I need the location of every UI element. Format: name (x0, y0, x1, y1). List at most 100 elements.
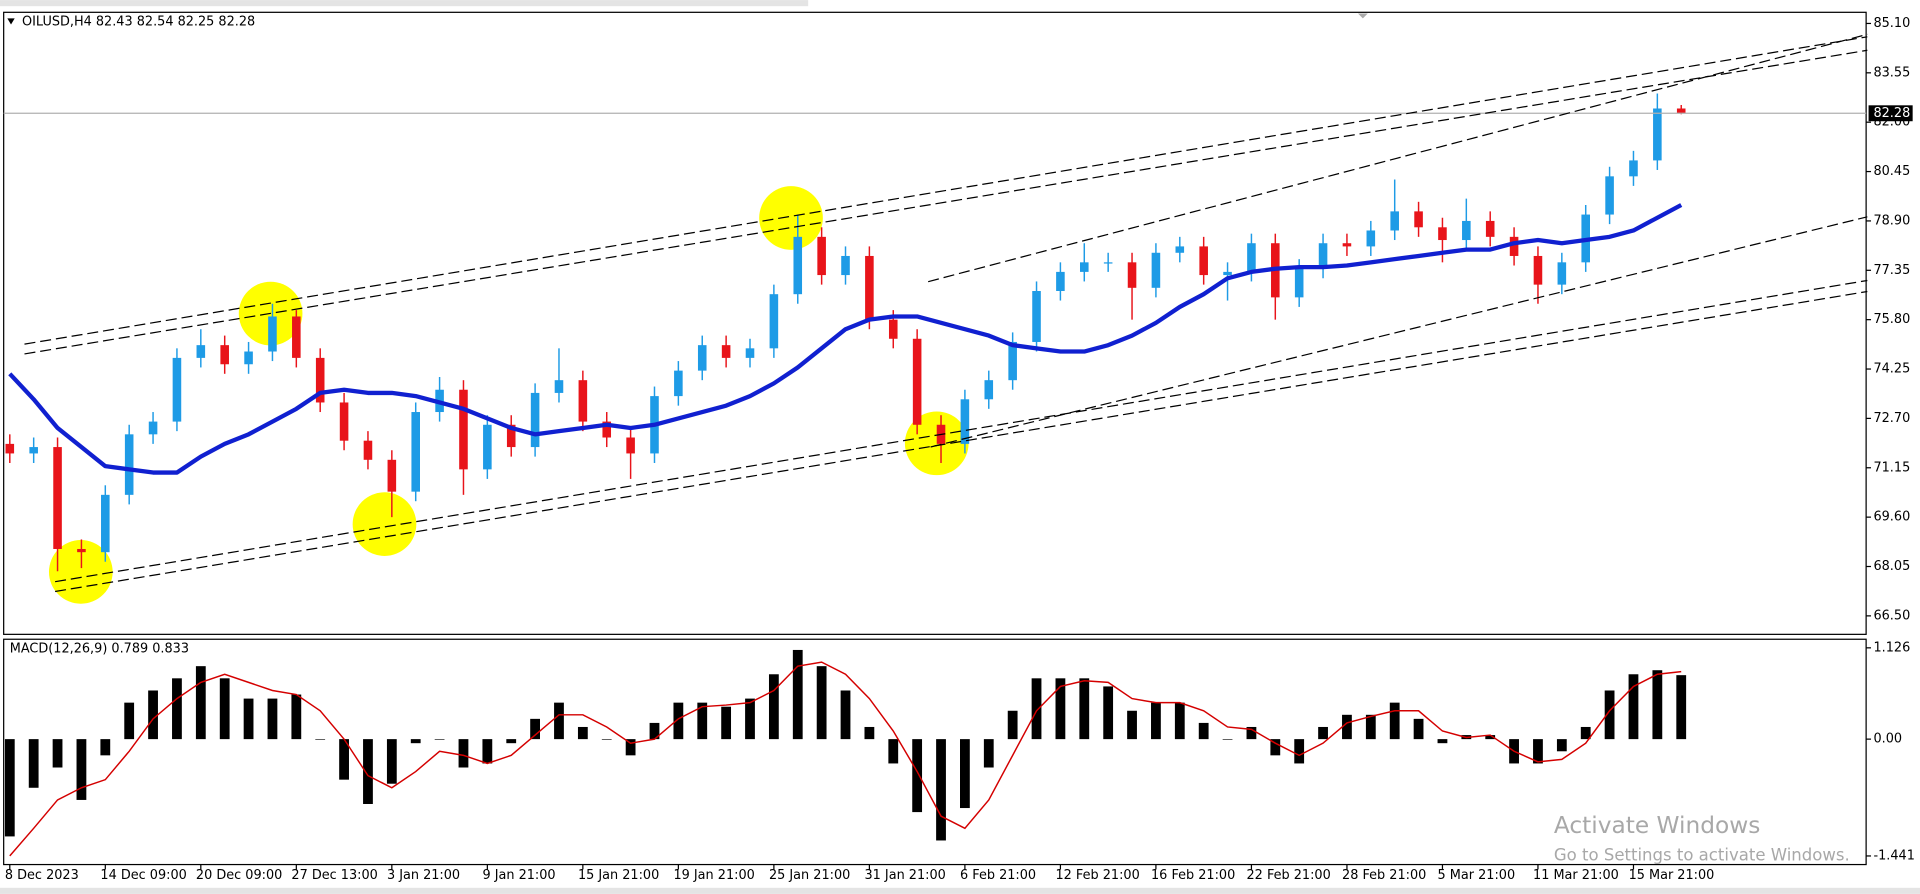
y-tick-label: 85.10 (1873, 16, 1910, 31)
price-pane-frame (3, 11, 1867, 635)
candle-body (674, 370, 683, 397)
y-tick-label: 80.45 (1873, 164, 1910, 179)
macd-bar (243, 698, 254, 740)
macd-bar (219, 678, 230, 740)
candle-body (292, 316, 301, 358)
candle-body (1462, 220, 1471, 241)
macd-bar (1270, 739, 1281, 756)
candle-body (1390, 211, 1399, 231)
candle-body (315, 357, 325, 403)
watermark-title: Activate Windows (1554, 812, 1760, 839)
macd-bar (1580, 726, 1591, 740)
candle-body (769, 294, 779, 349)
trend-line (928, 33, 1868, 283)
candle-body (888, 319, 898, 339)
candle-body (1438, 227, 1447, 241)
macd-bar (768, 674, 779, 740)
x-tick-label: 8 Dec 2023 (5, 868, 79, 883)
candle-body (1008, 341, 1017, 381)
macd-bar (124, 702, 135, 740)
candle-body (1080, 262, 1089, 272)
macd-bar (363, 739, 373, 804)
highlights (48, 186, 969, 604)
candle-body (1223, 271, 1232, 276)
candle-body (1342, 243, 1352, 247)
candle-body (220, 345, 229, 365)
macd-bar (1079, 678, 1090, 740)
candle-body (721, 345, 731, 358)
macd-bar (625, 739, 636, 756)
candle-body (1366, 230, 1376, 247)
bottom-strip (0, 887, 1920, 894)
y-tick-label: 83.55 (1873, 65, 1910, 80)
macd-bar (100, 739, 111, 756)
macd-bar (577, 726, 588, 740)
macd-title: MACD(12,26,9) 0.789 0.833 (10, 642, 189, 657)
macd-bar (1151, 702, 1161, 740)
macd-bar (864, 726, 875, 740)
highlight-circle (48, 540, 113, 604)
tab-strip (0, 0, 809, 7)
candle-body (483, 424, 492, 470)
y-tick-label: 71.15 (1873, 460, 1910, 475)
macd-bar (1174, 702, 1185, 740)
highlight-circle (352, 492, 417, 556)
candle-body (817, 236, 826, 276)
candle-body (530, 392, 540, 448)
candle-body (459, 389, 468, 470)
y-tick-label: 66.50 (1873, 608, 1910, 623)
macd-bar (745, 698, 755, 740)
macd-bar (267, 698, 278, 740)
chart-title: OILUSD,H4 82.43 82.54 82.25 82.28 (22, 15, 255, 30)
macd-bar (195, 666, 206, 740)
candle-body (1032, 290, 1041, 342)
y-tick-label: -1.441 (1873, 848, 1914, 863)
candle-body (506, 424, 516, 448)
candle-body (841, 255, 850, 276)
macd-bar (410, 739, 421, 744)
y-tick-label: 69.60 (1873, 510, 1910, 525)
candle-body (1605, 176, 1614, 215)
macd-bar (649, 722, 660, 740)
trend-line (24, 36, 1868, 345)
y-tick-label: 1.126 (1873, 640, 1910, 655)
candle-body (77, 548, 86, 553)
candle-body (626, 437, 635, 454)
macd-bar (482, 739, 493, 764)
highlight-circle (759, 186, 823, 250)
macd-bar (1437, 739, 1448, 744)
last-price-box (1868, 105, 1913, 122)
macd-bar (1055, 678, 1066, 740)
y-tick-label: 78.90 (1873, 213, 1910, 228)
candle-body (244, 351, 253, 365)
macd-bar (1246, 726, 1257, 740)
x-tick-label: 15 Jan 21:00 (578, 868, 659, 883)
macd-bar (1318, 726, 1328, 740)
candle-body (1676, 108, 1686, 114)
macd-bar (1007, 710, 1018, 740)
candle-body (148, 421, 158, 435)
candle-body (387, 459, 397, 492)
macd-bar (1103, 686, 1114, 740)
candle-body (602, 421, 612, 438)
x-tick-label: 14 Dec 09:00 (100, 868, 186, 883)
x-tick-label: 16 Feb 21:00 (1151, 868, 1235, 883)
macd-bar (960, 739, 970, 809)
menu-arrow (7, 18, 15, 25)
y-tick-label: 74.25 (1873, 362, 1910, 377)
macd-bar (792, 649, 803, 740)
candle-body (1151, 252, 1161, 288)
macd-pane-frame (3, 638, 1867, 866)
macd-bar (28, 739, 39, 788)
macd-bar (1676, 675, 1687, 740)
x-tick-label: 15 Mar 21:00 (1629, 868, 1715, 883)
macd-bar (697, 702, 708, 740)
candle-body (101, 494, 110, 553)
trend-lines (24, 33, 1868, 593)
candle-body (912, 338, 922, 425)
macd-bar (76, 739, 87, 800)
macd-bar (386, 739, 397, 784)
x-tick-label: 28 Feb 21:00 (1342, 868, 1426, 883)
candle-body (1247, 243, 1256, 272)
